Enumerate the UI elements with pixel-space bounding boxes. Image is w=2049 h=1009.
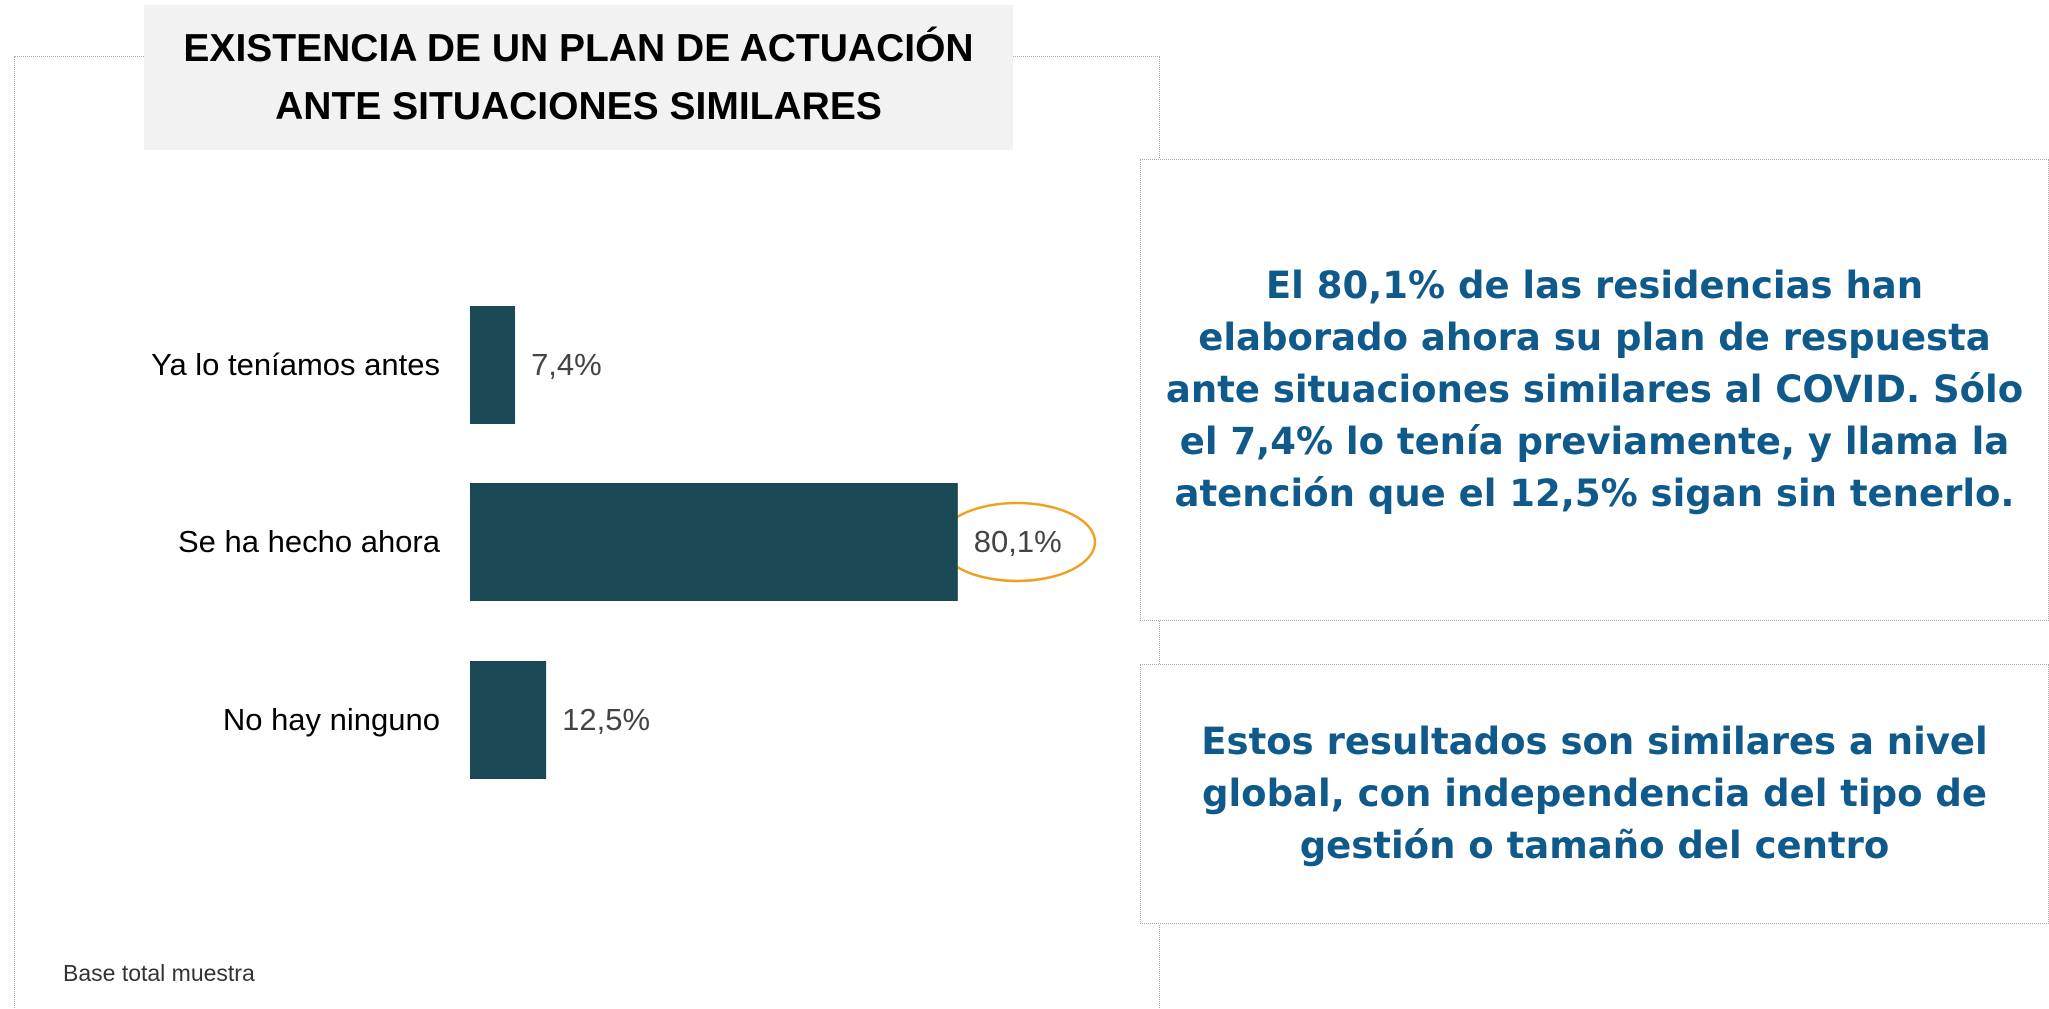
chart: Ya lo teníamos antes 7,4% Se ha hecho ahor…	[151, 306, 1097, 779]
note-box: Estos resultados son similares a nivel g…	[1140, 664, 2049, 924]
value-label: 7,4%	[531, 347, 602, 382]
bar	[470, 483, 958, 601]
chart-title: EXISTENCIA DE UN PLAN DE ACTUACIÓN ANTE …	[144, 5, 1013, 150]
category-label: Ya lo teníamos antes	[151, 347, 440, 382]
note-box: El 80,1% de las residencias han elaborad…	[1140, 159, 2049, 621]
bar	[470, 306, 516, 424]
value-label: 80,1%	[974, 524, 1062, 559]
value-label: 12,5%	[562, 702, 650, 737]
footnote: Base total muestra	[63, 960, 255, 986]
category-label: Se ha hecho ahora	[178, 524, 441, 559]
category-label: No hay ninguno	[223, 702, 440, 737]
bar	[470, 661, 547, 779]
